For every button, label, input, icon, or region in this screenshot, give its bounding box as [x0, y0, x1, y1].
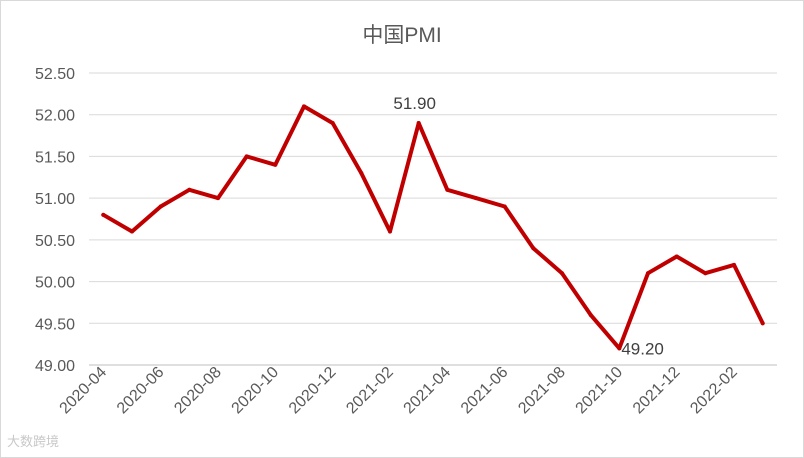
data-point: [617, 346, 622, 351]
data-label: 51.90: [393, 94, 436, 113]
data-point: [130, 229, 134, 234]
x-tick-label: 2021-02: [343, 364, 397, 418]
data-label: 49.20: [621, 339, 664, 358]
series-line: [101, 104, 765, 351]
data-point: [330, 121, 335, 126]
data-point: [531, 246, 536, 251]
data-point: [760, 321, 765, 326]
data-point: [445, 187, 450, 192]
chart-title: 中国PMI: [362, 24, 442, 47]
x-tick-label: 2022-02: [687, 364, 741, 418]
data-point: [732, 262, 736, 267]
x-tick-label: 2021-12: [630, 364, 684, 418]
data-point: [187, 187, 192, 192]
x-tick-label: 2020-10: [229, 364, 283, 418]
y-tick-label: 49.00: [35, 358, 75, 375]
y-tick-label: 49.50: [35, 316, 75, 333]
y-tick-label: 50.00: [35, 275, 75, 292]
y-tick-label: 50.50: [35, 233, 75, 250]
y-tick-label: 51.00: [35, 191, 75, 208]
data-point: [703, 271, 708, 276]
data-point: [388, 229, 392, 234]
watermark: 大数跨境: [7, 434, 60, 449]
data-point: [273, 162, 278, 167]
data-point: [416, 121, 421, 126]
data-point: [101, 212, 106, 217]
data-point: [302, 104, 306, 109]
y-tick-label: 51.50: [35, 149, 75, 166]
data-point: [646, 271, 650, 276]
x-tick-label: 2021-04: [401, 364, 455, 418]
data-point: [588, 312, 593, 317]
x-tick-label: 2021-10: [573, 364, 627, 418]
x-tick-label: 2021-08: [515, 364, 569, 418]
data-point: [502, 204, 507, 209]
data-point: [674, 254, 679, 259]
y-tick-label: 52.50: [35, 66, 75, 83]
data-point: [560, 271, 564, 276]
x-tick-label: 2020-08: [171, 364, 225, 418]
data-point: [244, 154, 249, 159]
x-tick-label: 2020-12: [286, 364, 340, 418]
data-point: [359, 171, 364, 176]
x-tick-label: 2021-06: [458, 364, 512, 418]
data-point: [216, 196, 220, 201]
data-point: [158, 204, 163, 209]
y-tick-label: 52.00: [35, 108, 75, 125]
x-tick-label: 2020-06: [114, 364, 168, 418]
data-point: [474, 196, 478, 201]
